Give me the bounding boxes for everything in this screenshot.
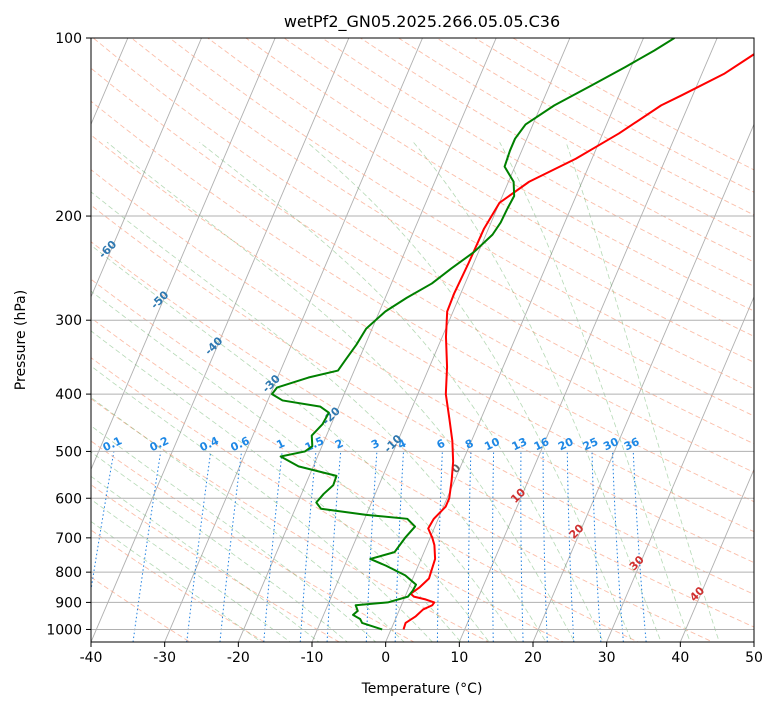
isotherm	[385, 38, 644, 642]
y-tick-label: 200	[55, 209, 82, 225]
x-tick-label: 0	[381, 650, 390, 666]
moist-adiabat	[565, 142, 720, 642]
isotherm	[458, 38, 718, 642]
y-tick-label: 400	[55, 387, 82, 403]
x-axis-label: Temperature (°C)	[361, 681, 483, 697]
moist-adiabat	[413, 141, 662, 642]
y-tick-label: 900	[55, 595, 82, 611]
y-tick-label: 600	[55, 491, 82, 507]
dry-adiabat	[92, 38, 754, 445]
moist-adiabat	[91, 475, 320, 642]
isotherm	[91, 38, 276, 471]
isotherm	[679, 468, 754, 642]
isotherm	[91, 38, 129, 126]
mixing-ratio-label: 13	[510, 435, 529, 453]
dry-adiabat	[91, 529, 266, 642]
temperature-profile-line	[402, 53, 754, 630]
x-tick-label: -40	[80, 650, 103, 666]
moist-adiabat	[199, 141, 604, 642]
dry-adiabat	[207, 38, 754, 363]
chart-title: wetPf2_GN05.2025.266.05.05.C36	[284, 12, 560, 32]
profile-lines	[270, 38, 754, 631]
pressure-gridlines	[91, 38, 754, 630]
x-axis: -40 -30 -20 -10 0 10 20 30 40 50	[80, 642, 763, 666]
moist-adiabat	[91, 521, 262, 642]
moist-adiabats	[91, 141, 720, 642]
x-tick-label: 20	[524, 650, 542, 666]
moist-adiabat	[91, 498, 291, 642]
dry-adiabat	[91, 169, 754, 564]
y-tick-label: 800	[55, 565, 82, 581]
y-tick-label: 100	[55, 31, 82, 47]
mixing-ratio-label: 36	[622, 435, 642, 453]
y-tick-label: 500	[55, 444, 82, 460]
y-tick-label: 300	[55, 313, 82, 329]
dry-adiabat	[91, 241, 754, 628]
y-tick-label: 700	[55, 531, 82, 547]
mixing-ratio-label: 10	[482, 435, 502, 453]
dry-adiabat	[91, 278, 714, 642]
dewpoint-profile-line	[270, 38, 675, 631]
dry-adiabats	[91, 38, 754, 642]
mixing-ratio-label: 25	[581, 435, 600, 453]
dry-adiabat	[91, 317, 640, 642]
dry-adiabat	[168, 38, 754, 390]
dry-adiabat	[91, 398, 490, 642]
y-axis-label: Pressure (hPa)	[13, 290, 29, 390]
isotherm	[91, 38, 350, 642]
dry-adiabat	[91, 100, 754, 503]
x-tick-label: -30	[153, 650, 176, 666]
x-tick-label: 10	[450, 650, 468, 666]
moist-adiabat	[91, 244, 518, 642]
dry-adiabat	[130, 38, 754, 417]
moist-adiabat	[91, 290, 490, 642]
y-axis: 100 200 300 400 500 600 700 800 900 1000	[46, 31, 91, 638]
x-tick-label: 50	[745, 650, 763, 666]
isotherm	[164, 38, 423, 642]
moist-adiabat	[306, 141, 633, 642]
moist-adiabat	[499, 141, 691, 642]
dry-adiabat	[245, 38, 754, 337]
plot-frame	[90, 37, 755, 643]
isotherm	[532, 123, 754, 642]
x-tick-label: -20	[227, 650, 250, 666]
dry-adiabat	[91, 134, 754, 533]
dry-adiabat	[91, 67, 754, 473]
mixing-ratio-label: 30	[601, 435, 621, 453]
dry-adiabat	[91, 484, 341, 642]
mixing-ratio-label: 16	[532, 435, 552, 453]
x-tick-label: 30	[598, 650, 616, 666]
moist-adiabat	[91, 330, 462, 642]
y-tick-label: 1000	[46, 622, 82, 638]
x-tick-label: 40	[671, 650, 689, 666]
moist-adiabat	[106, 141, 576, 642]
isotherm	[91, 38, 202, 299]
mixing-ratio-label: 20	[556, 435, 576, 453]
isotherm	[237, 38, 497, 642]
moist-adiabat	[91, 451, 348, 642]
moist-adiabat	[91, 425, 377, 642]
moist-adiabat	[91, 396, 405, 642]
dry-adiabat	[91, 357, 565, 642]
isotherm	[606, 295, 754, 642]
x-tick-label: -10	[301, 650, 324, 666]
